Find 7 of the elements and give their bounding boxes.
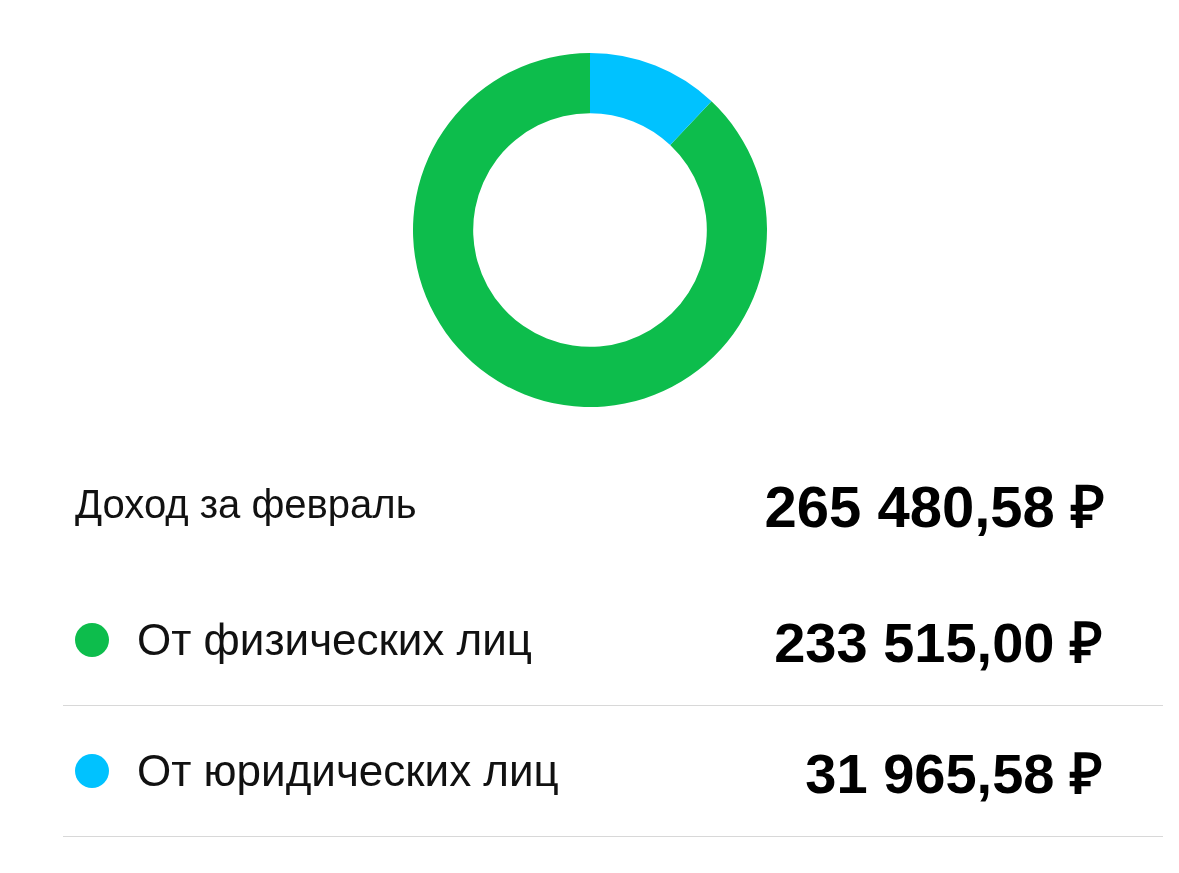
legend-label: От физических лиц	[137, 615, 534, 665]
data-label: 233 515,00 ₽	[774, 610, 1103, 676]
text: Доход за февраль	[75, 482, 417, 527]
text: 265 480,58 ₽	[764, 473, 1105, 541]
data-label: 31 965,58 ₽	[805, 741, 1103, 807]
donut-slice	[590, 53, 712, 146]
legend-label: От юридических лиц	[137, 746, 560, 796]
